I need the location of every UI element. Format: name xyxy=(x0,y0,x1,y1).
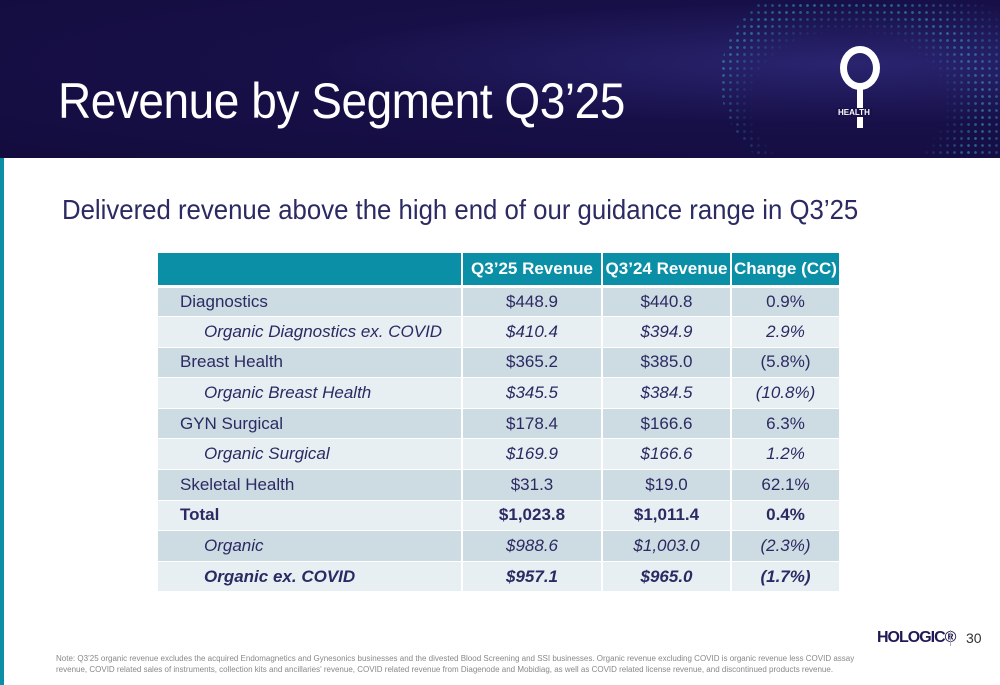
row-label: Skeletal Health xyxy=(158,469,463,501)
page-number: 30 xyxy=(966,630,982,646)
cell-q325: $31.3 xyxy=(462,469,603,501)
cell-change: (5.8%) xyxy=(731,347,841,379)
cell-q324: $965.0 xyxy=(602,561,732,593)
table-row: GYN Surgical $178.4 $166.6 6.3% xyxy=(158,408,841,440)
column-header xyxy=(158,253,463,288)
cell-q324: $1,003.0 xyxy=(602,530,732,562)
row-label: Organic Surgical xyxy=(158,438,463,471)
table-row: Organic Breast Health $345.5 $384.5 (10.8%) xyxy=(158,377,841,409)
column-header: Q3’25 Revenue xyxy=(462,253,603,288)
accent-bar xyxy=(0,158,4,685)
health-logo-icon: HEALTH xyxy=(836,46,884,130)
cell-q324: $166.6 xyxy=(602,408,732,440)
cell-change: 0.4% xyxy=(731,500,841,532)
table-row: Total $1,023.8 $1,011.4 0.4% xyxy=(158,500,841,532)
divider xyxy=(950,630,951,646)
cell-change: (2.3%) xyxy=(731,530,841,562)
cell-change: (1.7%) xyxy=(731,561,841,593)
title-banner: Revenue by Segment Q3’25 HEALTH xyxy=(0,0,1000,158)
page-title: Revenue by Segment Q3’25 xyxy=(58,73,625,129)
cell-q324: $1,011.4 xyxy=(602,500,732,532)
cell-q325: $988.6 xyxy=(462,530,603,562)
cell-q324: $385.0 xyxy=(602,347,732,379)
cell-q324: $19.0 xyxy=(602,469,732,501)
cell-q324: $384.5 xyxy=(602,377,732,409)
cell-change: (10.8%) xyxy=(731,377,841,409)
footnote: Note: Q3’25 organic revenue excludes the… xyxy=(56,654,855,674)
subtitle: Delivered revenue above the high end of … xyxy=(62,194,859,225)
hologic-logo: HOLOGIC® xyxy=(877,629,956,646)
column-header: Change (CC) xyxy=(731,253,841,288)
table-row: Organic Surgical $169.9 $166.6 1.2% xyxy=(158,438,841,471)
cell-change: 6.3% xyxy=(731,408,841,440)
column-header: Q3’24 Revenue xyxy=(602,253,732,288)
row-label: Organic ex. COVID xyxy=(158,561,463,593)
cell-change: 0.9% xyxy=(731,286,841,318)
cell-q325: $345.5 xyxy=(462,377,603,409)
table-row: Organic $988.6 $1,003.0 (2.3%) xyxy=(158,530,841,562)
table-row: Diagnostics $448.9 $440.8 0.9% xyxy=(158,286,841,318)
cell-q325: $365.2 xyxy=(462,347,603,379)
row-label: Diagnostics xyxy=(158,286,463,318)
table-row: Organic ex. COVID $957.1 $965.0 (1.7%) xyxy=(158,561,841,593)
row-label: Organic xyxy=(158,530,463,562)
row-label: Breast Health xyxy=(158,347,463,379)
cell-q324: $394.9 xyxy=(602,316,732,348)
cell-q325: $957.1 xyxy=(462,561,603,593)
table-row: Breast Health $365.2 $385.0 (5.8%) xyxy=(158,347,841,379)
cell-q325: $178.4 xyxy=(462,408,603,440)
row-label: Organic Breast Health xyxy=(158,377,463,409)
row-label: Total xyxy=(158,500,463,532)
cell-q325: $169.9 xyxy=(462,438,603,471)
table-row: Skeletal Health $31.3 $19.0 62.1% xyxy=(158,469,841,501)
cell-q325: $410.4 xyxy=(462,316,603,348)
cell-change: 2.9% xyxy=(731,316,841,348)
cell-change: 62.1% xyxy=(731,469,841,501)
cell-q324: $440.8 xyxy=(602,286,732,318)
cell-q325: $448.9 xyxy=(462,286,603,318)
revenue-table: Q3’25 Revenue Q3’24 Revenue Change (CC) … xyxy=(158,253,841,593)
cell-change: 1.2% xyxy=(731,438,841,471)
cell-q325: $1,023.8 xyxy=(462,500,603,532)
row-label: GYN Surgical xyxy=(158,408,463,440)
cell-q324: $166.6 xyxy=(602,438,732,471)
table-row: Organic Diagnostics ex. COVID $410.4 $394.… xyxy=(158,316,841,348)
row-label: Organic Diagnostics ex. COVID xyxy=(158,316,463,348)
